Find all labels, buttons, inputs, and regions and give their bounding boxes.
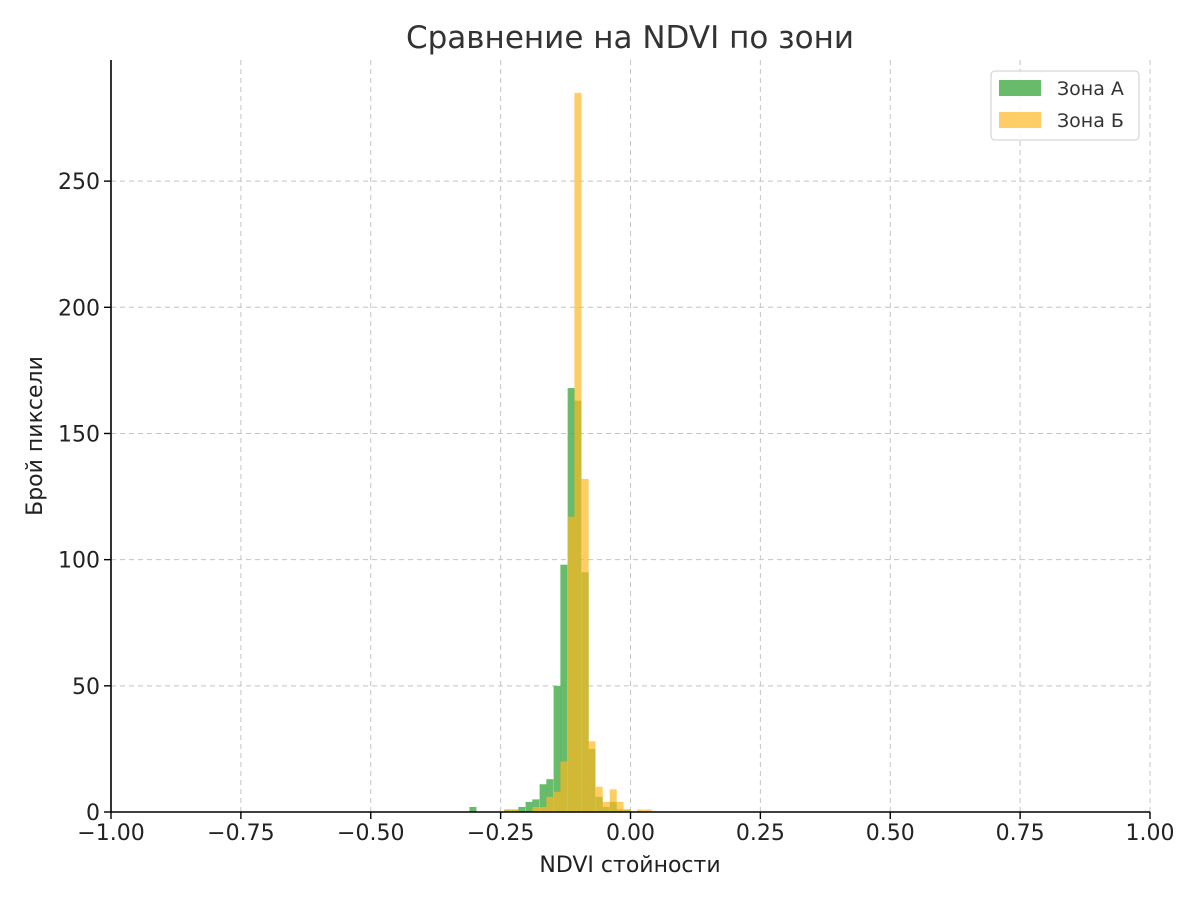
histogram-bar	[546, 779, 554, 812]
histogram-bar	[553, 685, 561, 812]
histogram-bar	[623, 809, 631, 812]
histogram-bar	[532, 806, 540, 812]
histogram-bar	[539, 806, 547, 812]
y-tick-label: 250	[58, 170, 100, 195]
x-ticks: −1.00 −0.75 −0.50 −0.25 0.00 0.25 0.50 0.75 1.00	[77, 812, 1174, 846]
histogram-bar	[546, 796, 554, 812]
x-tick-label: −0.25	[467, 821, 534, 846]
legend-swatch-zona-a	[999, 80, 1041, 96]
histogram-bar	[560, 564, 568, 812]
legend-label-zona-b: Зона Б	[1057, 110, 1124, 132]
x-tick-label: 0.50	[866, 821, 915, 846]
y-tick-label: 0	[86, 801, 100, 826]
histogram-bar	[567, 516, 575, 812]
y-axis-title: Брой пиксели	[23, 356, 48, 516]
histogram-bars	[469, 92, 652, 813]
histogram-bar	[532, 799, 540, 812]
histogram-bar	[469, 806, 477, 812]
histogram-bar	[602, 801, 610, 812]
histogram-bar	[539, 784, 547, 812]
x-tick-label: 0.00	[606, 821, 655, 846]
histogram-bar	[616, 801, 624, 812]
x-tick-label: −0.50	[337, 821, 404, 846]
histogram-bar	[504, 809, 512, 812]
histogram-bar	[518, 806, 526, 812]
histogram-bar	[553, 791, 561, 812]
y-tick-label: 200	[58, 296, 100, 321]
histogram-bar	[637, 809, 645, 812]
x-tick-label: −0.75	[207, 821, 274, 846]
x-tick-label: −1.00	[77, 821, 144, 846]
legend-swatch-zona-b	[999, 112, 1041, 128]
x-tick-label: 0.75	[996, 821, 1045, 846]
histogram-bar	[644, 809, 652, 812]
x-axis-title: NDVI стойности	[539, 853, 720, 878]
histogram-bar	[560, 761, 568, 812]
histogram-bar	[525, 801, 533, 812]
x-tick-label: 0.25	[736, 821, 785, 846]
legend-label-zona-a: Зона А	[1057, 78, 1124, 100]
legend: Зона А Зона Б	[990, 70, 1140, 141]
histogram-bar	[609, 789, 617, 812]
histogram-bar	[574, 92, 582, 813]
histogram-bar	[581, 478, 589, 812]
histogram-bar	[511, 809, 519, 812]
series-zona-b	[504, 92, 652, 813]
y-tick-label: 50	[72, 675, 100, 700]
chart-title: Сравнение на NDVI по зони	[406, 20, 854, 56]
grid	[111, 60, 1151, 812]
histogram-bar	[595, 786, 603, 812]
y-ticks: 0 50 100 150 200 250	[58, 170, 111, 826]
y-tick-label: 150	[58, 422, 100, 447]
x-tick-label: 1.00	[1126, 821, 1175, 846]
y-tick-label: 100	[58, 549, 100, 574]
histogram-bar	[588, 741, 596, 812]
